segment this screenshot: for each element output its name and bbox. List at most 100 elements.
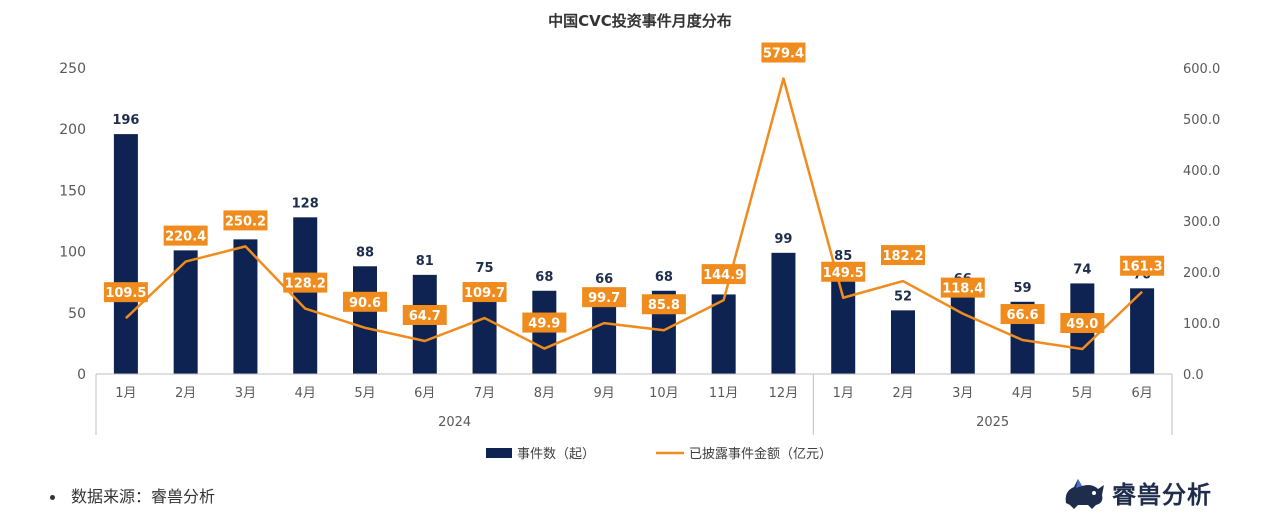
line-value-label: 109.5 bbox=[105, 286, 146, 301]
line-label-box bbox=[641, 294, 686, 315]
x-tick-label: 4月 bbox=[295, 386, 316, 401]
x-axis: 1月 2月 3月 4月 5月 6月 7月 8月 9月 10月 11月 12月 1月 2月 3月 4月 5月 6月2… bbox=[95, 373, 1173, 435]
line-value-label: 49.0 bbox=[1066, 317, 1098, 332]
line-series bbox=[125, 77, 1143, 351]
bullet-icon bbox=[50, 495, 55, 500]
line-value-label: 128.2 bbox=[285, 277, 326, 292]
y-right-tick-label: 0.0 bbox=[1183, 368, 1204, 383]
x-tick-label: 2月 bbox=[892, 386, 913, 401]
line-label-box bbox=[103, 282, 148, 303]
line-path bbox=[125, 77, 1143, 351]
bar-value-label: 75 bbox=[476, 261, 494, 276]
line-value-label: 85.8 bbox=[648, 298, 680, 313]
line-label-box bbox=[163, 225, 208, 246]
y-left-tick-label: 100 bbox=[59, 245, 86, 261]
bar bbox=[950, 293, 975, 374]
x-tick-label: 7月 bbox=[474, 386, 495, 401]
bar bbox=[771, 252, 796, 374]
x-tick-label: 8月 bbox=[534, 386, 555, 401]
bar bbox=[353, 266, 377, 374]
line-label-box bbox=[1060, 313, 1105, 334]
y-left-tick-label: 50 bbox=[68, 306, 86, 322]
x-tick-label: 6月 bbox=[414, 386, 435, 401]
y-right-tick-label: 200.0 bbox=[1183, 266, 1220, 281]
bar-value-label: 85 bbox=[834, 249, 852, 264]
bar bbox=[1130, 288, 1155, 374]
bar-value-label: 68 bbox=[655, 270, 673, 285]
x-tick-label: 3月 bbox=[235, 386, 256, 401]
brand-name: 睿兽分析 bbox=[1112, 480, 1212, 509]
x-tick-label: 5月 bbox=[354, 386, 375, 401]
bar-value-label: 196 bbox=[112, 113, 139, 128]
line-label-box bbox=[701, 264, 746, 285]
bar bbox=[233, 239, 258, 374]
x-tick-label: 2月 bbox=[175, 386, 196, 401]
bar-series bbox=[113, 134, 1155, 374]
bar bbox=[711, 294, 736, 374]
bar bbox=[891, 310, 915, 374]
line-label-box bbox=[940, 277, 985, 298]
line-label-box bbox=[1120, 255, 1165, 276]
line-value-label: 149.5 bbox=[823, 266, 864, 281]
data-labels: 19610112888817568666899855266597470109.5… bbox=[103, 42, 1165, 334]
line-value-label: 109.7 bbox=[464, 286, 505, 301]
line-value-label: 161.3 bbox=[1122, 260, 1163, 275]
y-left-tick-label: 200 bbox=[59, 122, 86, 138]
line-value-label: 250.2 bbox=[225, 214, 266, 229]
chart-title: 中国CVC投资事件月度分布 bbox=[548, 12, 732, 30]
line-value-label: 220.4 bbox=[165, 230, 206, 245]
line-label-box bbox=[402, 305, 447, 326]
line-value-label: 64.7 bbox=[409, 309, 441, 324]
bar-value-label: 99 bbox=[774, 232, 792, 247]
x-tick-label: 6月 bbox=[1131, 386, 1152, 401]
x-tick-label: 10月 bbox=[649, 386, 679, 401]
x-tick-label: 11月 bbox=[709, 386, 739, 401]
legend: 事件数（起） 已披露事件金额（亿元） bbox=[486, 446, 832, 462]
y-right-tick-label: 300.0 bbox=[1183, 215, 1220, 230]
x-tick-label: 12月 bbox=[769, 386, 799, 401]
legend-label-line: 已披露事件金额（亿元） bbox=[689, 446, 832, 462]
bar-value-label: 74 bbox=[1073, 262, 1091, 277]
y-axis-right: 0.0 100.0 200.0 300.0 400.0 500.0 600.0 bbox=[1183, 62, 1220, 383]
y-left-tick-label: 0 bbox=[77, 367, 86, 383]
bar-value-label: 66 bbox=[595, 272, 613, 287]
line-value-label: 144.9 bbox=[703, 268, 744, 283]
y-right-tick-label: 400.0 bbox=[1183, 164, 1220, 179]
line-value-label: 49.9 bbox=[528, 317, 560, 332]
bar bbox=[293, 217, 318, 374]
x-tick-label: 1月 bbox=[833, 386, 854, 401]
y-right-tick-label: 600.0 bbox=[1183, 62, 1220, 77]
x-tick-label: 9月 bbox=[593, 386, 614, 401]
line-label-box bbox=[343, 291, 387, 312]
x-group-label: 2024 bbox=[438, 415, 471, 430]
line-value-label: 182.2 bbox=[882, 249, 923, 264]
y-right-tick-label: 100.0 bbox=[1183, 317, 1220, 332]
brand-logo: 睿兽分析 bbox=[1062, 472, 1212, 512]
data-source-note: 数据来源：睿兽分析 bbox=[50, 483, 215, 507]
line-label-box bbox=[582, 287, 627, 308]
bar-value-label: 88 bbox=[356, 245, 374, 260]
line-label-box bbox=[821, 261, 866, 282]
y-right-tick-label: 500.0 bbox=[1183, 113, 1220, 128]
bar-value-label: 59 bbox=[1014, 281, 1032, 296]
line-value-label: 99.7 bbox=[588, 291, 620, 306]
y-left-tick-label: 150 bbox=[59, 183, 86, 199]
bar-value-label: 52 bbox=[894, 289, 912, 304]
x-tick-label: 1月 bbox=[115, 386, 136, 401]
line-value-label: 90.6 bbox=[349, 296, 381, 311]
x-group-label: 2025 bbox=[976, 415, 1009, 430]
bar-value-label: 68 bbox=[535, 270, 553, 285]
chart: 中国CVC投资事件月度分布 0 50 100 150 200 250 0.0 100.0 20… bbox=[59, 12, 1220, 462]
line-label-box bbox=[522, 312, 567, 333]
line-label-box bbox=[462, 282, 507, 303]
line-label-box bbox=[1000, 304, 1045, 325]
x-tick-label: 3月 bbox=[952, 386, 973, 401]
line-label-box bbox=[761, 42, 806, 63]
line-label-box bbox=[283, 272, 328, 293]
y-left-tick-label: 250 bbox=[59, 61, 86, 77]
x-tick-label: 5月 bbox=[1072, 386, 1093, 401]
bar bbox=[173, 250, 198, 374]
y-axis-left: 0 50 100 150 200 250 bbox=[59, 61, 86, 383]
rhino-logo-icon bbox=[1065, 479, 1104, 509]
line-label-box bbox=[223, 210, 268, 231]
